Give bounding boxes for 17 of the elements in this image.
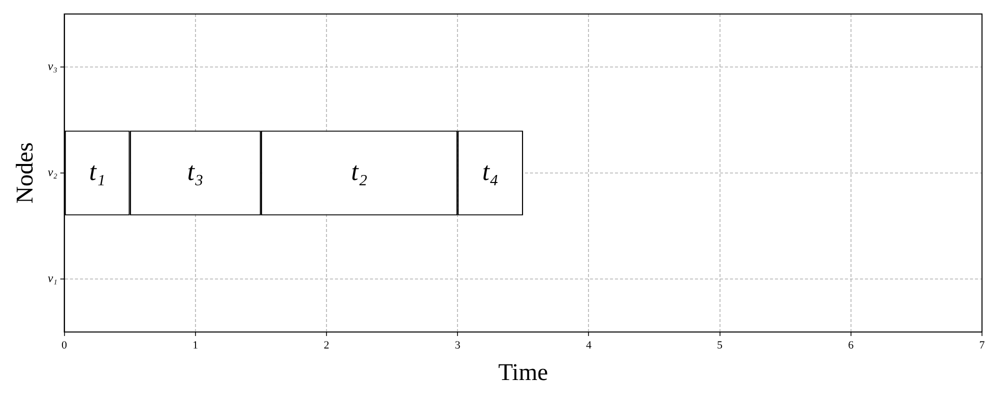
y-tick-label: v₁	[48, 271, 58, 286]
series-label: t₄	[482, 156, 499, 186]
series-label: t₁	[89, 156, 106, 186]
x-tick-label: 5	[717, 339, 724, 352]
series-label: t₂	[351, 156, 368, 186]
series-label: t₃	[187, 156, 204, 186]
y-tick-label: v₂	[48, 165, 58, 180]
x-tick-label: 1	[192, 339, 198, 352]
x-tick-label: 7	[979, 339, 986, 352]
x-tick-label: 4	[586, 339, 592, 352]
x-tick-label: 3	[454, 339, 461, 352]
x-tick-label: 6	[848, 339, 854, 352]
y-tick-label: v₃	[48, 59, 58, 74]
y-axis-title: Nodes	[12, 142, 39, 204]
x-axis-title: Time	[498, 360, 548, 386]
x-tick-label: 0	[62, 339, 68, 352]
x-tick-label: 2	[324, 339, 330, 352]
